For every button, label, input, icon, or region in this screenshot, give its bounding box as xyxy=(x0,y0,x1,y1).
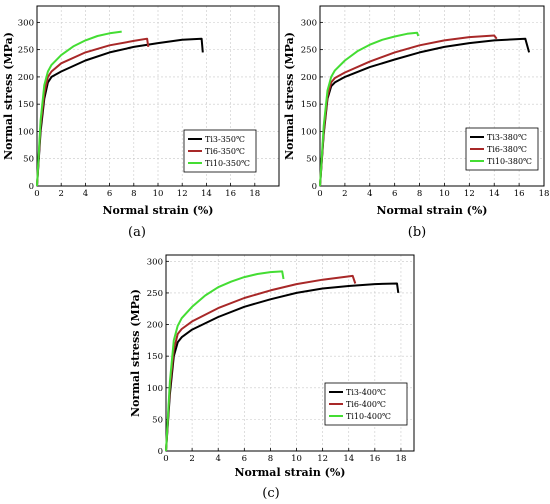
x-tick-label: 18 xyxy=(249,189,260,199)
series-line-b-3 xyxy=(319,31,420,187)
legend: Ti3-400℃ Ti6-400℃ Ti10-400℃ xyxy=(324,382,408,426)
x-tick-label: 8 xyxy=(268,454,273,464)
y-tick-label: 300 xyxy=(147,257,163,267)
legend-label: Ti3-350℃ xyxy=(205,135,245,144)
y-tick-label: 150 xyxy=(147,352,163,362)
x-tick-label: 16 xyxy=(369,454,380,464)
panel-b: 0 2 4 6 8 10 12 14 16 18 0 50 100 150 200 250 300 Normal … xyxy=(283,5,550,240)
y-tick-label: 150 xyxy=(18,100,34,110)
series-line-a-2 xyxy=(36,37,150,187)
series-line-c-1 xyxy=(165,282,400,452)
y-tick-label: 200 xyxy=(18,73,34,83)
y-tick-label: 100 xyxy=(18,127,34,137)
y-axis-label: Normal stress (MPa) xyxy=(283,32,296,160)
x-tick-label: 14 xyxy=(201,189,212,199)
x-tick-label: 4 xyxy=(215,454,220,464)
panel-label: (b) xyxy=(408,225,426,240)
x-tick-label: 6 xyxy=(392,189,397,199)
x-axis-label: Normal strain (%) xyxy=(102,204,213,217)
x-tick-label: 16 xyxy=(225,189,236,199)
x-tick-label: 16 xyxy=(514,189,525,199)
x-tick-label: 14 xyxy=(489,189,500,199)
y-tick-label: 0 xyxy=(29,182,34,192)
legend-label: Ti6-380℃ xyxy=(487,145,527,154)
y-tick-label: 50 xyxy=(306,155,317,165)
x-tick-label: 4 xyxy=(83,189,88,199)
series-line-a-3 xyxy=(36,30,122,187)
x-tick-label: 12 xyxy=(177,189,188,199)
x-tick-label: 6 xyxy=(107,189,112,199)
x-axis-label: Normal strain (%) xyxy=(376,204,487,217)
plot-frame xyxy=(319,5,545,187)
y-axis-label: Normal stress (MPa) xyxy=(129,289,142,417)
x-tick-label: 0 xyxy=(317,189,322,199)
x-tick-label: 14 xyxy=(343,454,354,464)
y-tick-label: 100 xyxy=(301,127,317,137)
plot-frame xyxy=(165,254,415,452)
x-tick-label: 4 xyxy=(367,189,372,199)
legend-label: Ti10-400℃ xyxy=(346,412,391,421)
y-tick-label: 0 xyxy=(158,447,163,457)
x-tick-label: 0 xyxy=(34,189,39,199)
legend-label: Ti10-350℃ xyxy=(205,159,250,168)
series-line-c-3 xyxy=(165,270,285,452)
legend: Ti3-350℃ Ti6-350℃ Ti10-350℃ xyxy=(183,129,257,173)
y-tick-label: 150 xyxy=(301,100,317,110)
y-tick-label: 0 xyxy=(312,182,317,192)
y-tick-label: 250 xyxy=(301,46,317,56)
x-tick-label: 10 xyxy=(439,189,450,199)
y-tick-label: 50 xyxy=(23,155,34,165)
x-tick-label: 18 xyxy=(396,454,407,464)
legend: Ti3-380℃ Ti6-380℃ Ti10-380℃ xyxy=(465,127,539,171)
y-tick-label: 250 xyxy=(147,289,163,299)
y-tick-label: 250 xyxy=(18,46,34,56)
y-tick-label: 200 xyxy=(147,321,163,331)
x-tick-label: 6 xyxy=(242,454,247,464)
x-axis-label: Normal strain (%) xyxy=(234,466,345,479)
x-tick-label: 12 xyxy=(317,454,328,464)
legend-label: Ti10-380℃ xyxy=(487,157,532,166)
panel-label: (c) xyxy=(262,486,279,501)
y-tick-label: 200 xyxy=(301,73,317,83)
y-axis-label: Normal stress (MPa) xyxy=(2,32,15,160)
y-tick-label: 300 xyxy=(301,18,317,28)
y-tick-label: 100 xyxy=(147,384,163,394)
x-tick-label: 8 xyxy=(131,189,136,199)
legend-label: Ti6-400℃ xyxy=(346,400,386,409)
y-tick-label: 50 xyxy=(152,415,163,425)
x-tick-label: 2 xyxy=(342,189,347,199)
x-tick-label: 10 xyxy=(153,189,164,199)
x-tick-label: 12 xyxy=(464,189,475,199)
x-tick-label: 2 xyxy=(189,454,194,464)
x-tick-label: 8 xyxy=(417,189,422,199)
legend-label: Ti3-380℃ xyxy=(487,133,527,142)
x-tick-label: 0 xyxy=(163,454,168,464)
legend-label: Ti6-350℃ xyxy=(205,147,245,156)
panel-a: 0 2 4 6 8 10 12 14 16 18050100150200250300Normal … xyxy=(2,5,280,240)
x-tick-label: 18 xyxy=(539,189,550,199)
x-tick-label: 10 xyxy=(291,454,302,464)
x-tick-label: 2 xyxy=(58,189,63,199)
panel-c: 0 2 4 6 8 10 12 14 16 18 0 50 100 150 200 250 300 Normal … xyxy=(129,254,415,501)
series-line-a-1 xyxy=(36,37,204,187)
legend-label: Ti3-400℃ xyxy=(346,388,386,397)
panel-label: (a) xyxy=(128,225,146,240)
y-tick-label: 300 xyxy=(18,18,34,28)
